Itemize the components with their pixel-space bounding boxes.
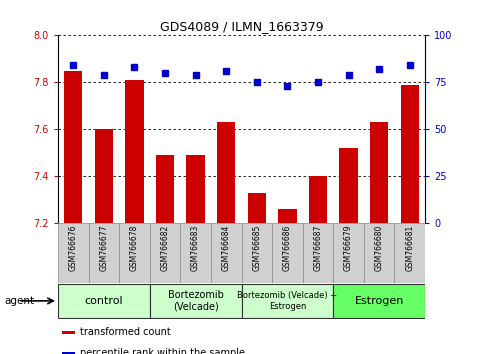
Text: Estrogen: Estrogen bbox=[355, 296, 404, 306]
Text: GSM766679: GSM766679 bbox=[344, 225, 353, 271]
Bar bbox=[395, 223, 425, 283]
Bar bbox=[58, 223, 88, 283]
Text: GSM766677: GSM766677 bbox=[99, 225, 108, 271]
Bar bbox=[400, 85, 419, 223]
Bar bbox=[248, 193, 266, 223]
Bar bbox=[125, 80, 143, 223]
Text: transformed count: transformed count bbox=[80, 327, 170, 337]
Text: GSM766680: GSM766680 bbox=[375, 225, 384, 271]
Text: agent: agent bbox=[5, 296, 35, 306]
Bar bbox=[217, 122, 235, 223]
Text: GSM766682: GSM766682 bbox=[160, 225, 170, 271]
Text: Bortezomib (Velcade) +
Estrogen: Bortezomib (Velcade) + Estrogen bbox=[237, 291, 338, 310]
Text: percentile rank within the sample: percentile rank within the sample bbox=[80, 348, 245, 354]
Bar bbox=[88, 223, 119, 283]
Text: GSM766676: GSM766676 bbox=[69, 225, 78, 271]
Bar bbox=[211, 223, 242, 283]
Text: GSM766687: GSM766687 bbox=[313, 225, 323, 271]
Bar bbox=[272, 223, 303, 283]
Bar bbox=[309, 176, 327, 223]
Bar bbox=[242, 223, 272, 283]
Bar bbox=[370, 122, 388, 223]
Bar bbox=[62, 352, 75, 354]
Bar bbox=[95, 129, 113, 223]
Bar bbox=[180, 223, 211, 283]
Bar bbox=[58, 284, 150, 318]
Bar bbox=[333, 284, 425, 318]
Bar bbox=[150, 284, 242, 318]
Bar bbox=[340, 148, 358, 223]
Text: control: control bbox=[85, 296, 123, 306]
Text: GSM766678: GSM766678 bbox=[130, 225, 139, 271]
Bar bbox=[64, 70, 83, 223]
Bar bbox=[62, 331, 75, 334]
Text: GSM766686: GSM766686 bbox=[283, 225, 292, 271]
Bar bbox=[278, 209, 297, 223]
Text: GSM766684: GSM766684 bbox=[222, 225, 231, 271]
Bar bbox=[333, 223, 364, 283]
Bar bbox=[303, 223, 333, 283]
Bar bbox=[119, 223, 150, 283]
Text: GSM766681: GSM766681 bbox=[405, 225, 414, 271]
Text: GSM766683: GSM766683 bbox=[191, 225, 200, 271]
Bar bbox=[242, 284, 333, 318]
Bar bbox=[364, 223, 395, 283]
Bar bbox=[156, 155, 174, 223]
Title: GDS4089 / ILMN_1663379: GDS4089 / ILMN_1663379 bbox=[160, 20, 323, 33]
Text: Bortezomib
(Velcade): Bortezomib (Velcade) bbox=[168, 290, 224, 312]
Text: GSM766685: GSM766685 bbox=[252, 225, 261, 271]
Bar bbox=[186, 155, 205, 223]
Bar bbox=[150, 223, 180, 283]
